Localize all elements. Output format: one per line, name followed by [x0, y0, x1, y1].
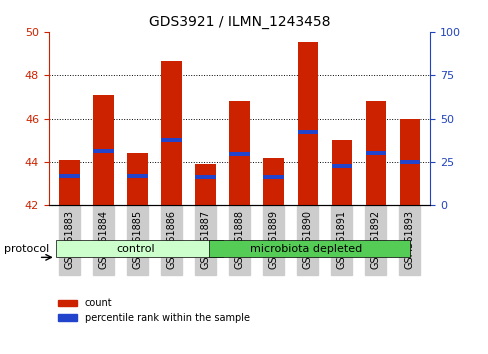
- Bar: [331, 140, 351, 205]
- Title: GDS3921 / ILMN_1243458: GDS3921 / ILMN_1243458: [148, 16, 330, 29]
- Bar: [365, 151, 385, 155]
- Bar: [127, 153, 147, 205]
- Bar: [93, 149, 113, 153]
- Bar: [297, 130, 317, 133]
- Bar: [161, 138, 182, 142]
- Bar: [229, 153, 249, 156]
- Bar: [229, 101, 249, 205]
- Bar: [195, 175, 215, 179]
- Bar: [263, 158, 284, 205]
- Bar: [59, 160, 80, 205]
- Bar: [161, 61, 182, 205]
- Bar: [331, 164, 351, 168]
- Bar: [93, 95, 113, 205]
- Text: control: control: [116, 244, 155, 254]
- Bar: [297, 42, 317, 205]
- Text: microbiota depleted: microbiota depleted: [249, 244, 362, 254]
- Bar: [59, 174, 80, 178]
- Bar: [365, 101, 385, 205]
- FancyBboxPatch shape: [56, 240, 222, 257]
- Text: protocol: protocol: [3, 244, 49, 254]
- FancyBboxPatch shape: [208, 240, 409, 257]
- Bar: [399, 160, 419, 164]
- Bar: [195, 164, 215, 205]
- Bar: [399, 119, 419, 205]
- Bar: [127, 174, 147, 178]
- Legend: count, percentile rank within the sample: count, percentile rank within the sample: [54, 295, 253, 327]
- Bar: [263, 175, 284, 179]
